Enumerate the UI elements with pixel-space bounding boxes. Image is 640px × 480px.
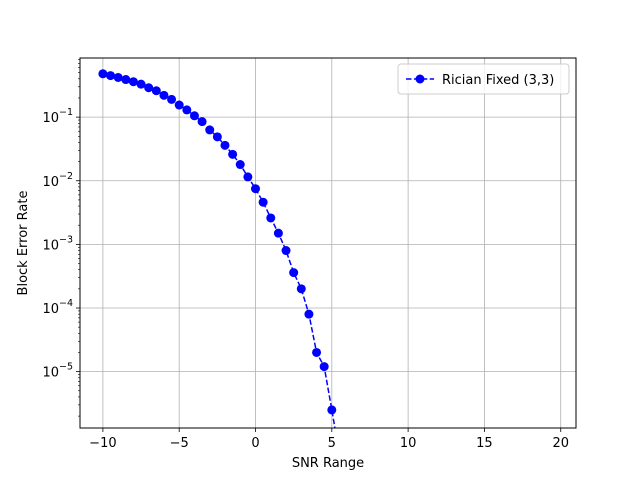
data-point <box>205 125 215 135</box>
legend-label: Rician Fixed (3,3) <box>442 73 554 88</box>
data-point <box>197 117 207 127</box>
data-point <box>304 309 314 319</box>
data-point <box>212 132 222 142</box>
x-tick-label: 10 <box>400 436 417 451</box>
grid <box>80 58 576 428</box>
data-point <box>98 69 108 79</box>
data-point <box>106 71 116 81</box>
axes-frame <box>79 57 577 429</box>
data-point <box>174 100 184 110</box>
data-point <box>228 149 238 159</box>
x-tick-label: 0 <box>251 436 259 451</box>
data-point <box>121 75 131 85</box>
data-point <box>167 94 177 104</box>
data-point <box>266 213 276 223</box>
data-point <box>312 347 322 357</box>
data-point <box>281 246 291 256</box>
data-point <box>243 172 253 182</box>
data-point <box>113 72 123 82</box>
y-tick-label: 10−5 <box>42 362 73 381</box>
data-point <box>273 228 283 238</box>
data-point <box>136 79 146 89</box>
y-tick-label: 10−2 <box>42 171 73 190</box>
data-point <box>296 284 306 294</box>
x-tick-label: −10 <box>89 436 116 451</box>
x-tick-label: 15 <box>476 436 493 451</box>
x-axis: −10 −5 0 5 10 15 20 <box>89 428 569 451</box>
legend-marker <box>415 74 425 84</box>
y-tick-label: 10−1 <box>42 107 73 126</box>
y-axis: 10−1 10−2 10−3 10−4 10−5 <box>42 59 80 417</box>
data-point <box>144 83 154 93</box>
data-point <box>182 105 192 115</box>
data-point <box>189 111 199 121</box>
legend-box <box>397 63 570 95</box>
data-point <box>251 184 261 194</box>
data-point <box>258 197 268 207</box>
data-point <box>128 77 138 87</box>
data-point <box>220 140 230 150</box>
data-point <box>327 405 337 415</box>
y-axis-label: Block Error Rate <box>16 191 31 296</box>
y-tick-label: 10−4 <box>42 298 73 317</box>
x-tick-label: −5 <box>170 436 189 451</box>
data-point <box>151 86 161 96</box>
data-point <box>319 362 329 372</box>
plot-area <box>98 69 337 428</box>
data-point <box>235 160 245 170</box>
data-point <box>159 90 169 100</box>
legend: Rician Fixed (3,3) <box>397 63 570 95</box>
series-line <box>102 73 336 428</box>
data-point <box>289 268 299 278</box>
x-tick-label: 5 <box>328 436 336 451</box>
x-tick-label: 20 <box>552 436 569 451</box>
y-tick-label: 10−3 <box>42 234 73 253</box>
x-axis-label: SNR Range <box>292 456 364 471</box>
